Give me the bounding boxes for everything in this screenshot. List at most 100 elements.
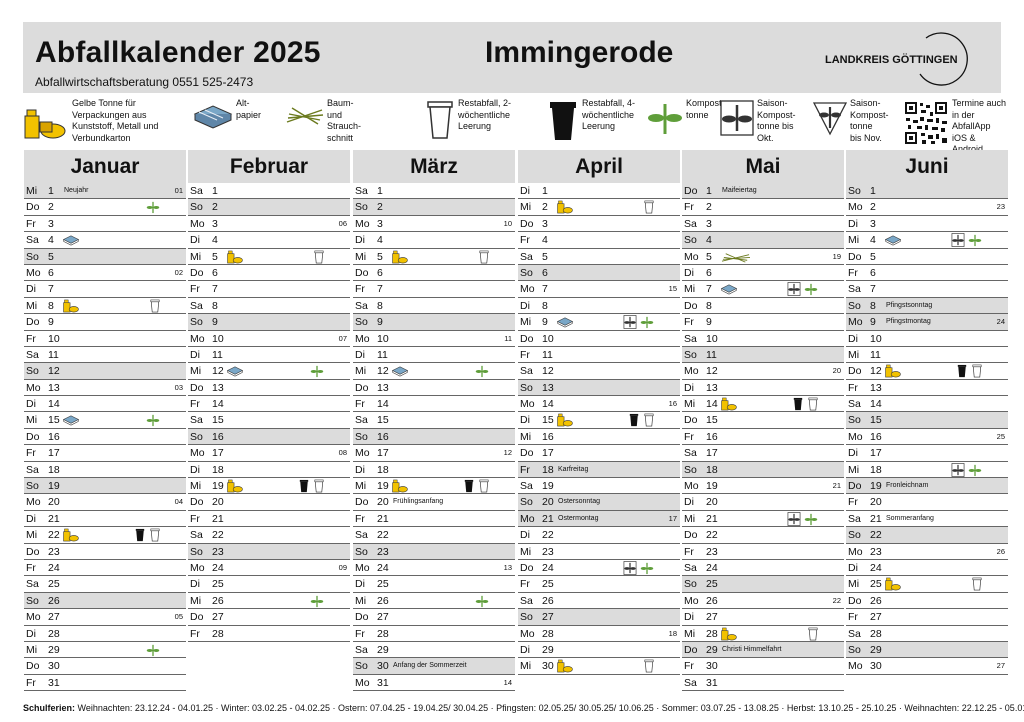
weekday: Mo (190, 447, 205, 460)
day-row: Mi 25 (846, 576, 1008, 593)
week-number: 24 (996, 317, 1005, 327)
day-number: 9 (542, 316, 548, 329)
weekday: Di (355, 348, 365, 361)
holiday-label: Pfingstmontag (886, 318, 931, 326)
weekday: Mi (684, 512, 696, 525)
day-number: 8 (542, 299, 548, 312)
day-number: 28 (212, 627, 224, 640)
page-title: Abfallkalender 2025 (35, 36, 321, 69)
rest-bin-2week-icon (425, 100, 455, 145)
day-number: 17 (706, 447, 718, 460)
legend-label: Gelbe Tonne für Verpackungen aus Kunstst… (72, 98, 159, 143)
month-column-januar: Januar Mi 1 01 Neujahr Do 2 Fr 3 Sa 4 So 5 Mo 6 02 Di 7 Mi… (24, 150, 186, 692)
weekday: Mo (355, 561, 370, 574)
day-number: 31 (48, 676, 60, 689)
weekday: So (355, 545, 368, 558)
day-row: Sa 26 (518, 593, 680, 610)
day-number: 21 (706, 512, 718, 525)
day-row: Do 27 (188, 609, 350, 626)
month-column-april: April Di 1 Mi 2 Do 3 Fr 4 Sa 5 So 6 Mo 7 15 Di 8 Mi 9 Do 10 Fr… (518, 150, 680, 675)
rest-bin-2week-icon (149, 528, 161, 542)
day-row: Do 20 (188, 494, 350, 511)
compost-icon (647, 100, 683, 141)
week-number: 25 (996, 431, 1005, 441)
day-row: Mi 9 (518, 314, 680, 331)
weekday: So (520, 496, 533, 509)
day-number: 30 (870, 660, 882, 673)
day-number: 4 (48, 234, 54, 247)
day-number: 4 (706, 234, 712, 247)
day-row: Sa 15 (188, 412, 350, 429)
day-number: 8 (212, 299, 218, 312)
day-row: Fr 14 (188, 396, 350, 413)
legend-item-papier: Alt-papier (193, 98, 266, 139)
day-number: 14 (870, 398, 882, 411)
day-number: 9 (377, 316, 383, 329)
weekday: Sa (848, 398, 861, 411)
day-row: Do 12 (846, 363, 1008, 380)
day-row: Sa 17 (682, 445, 844, 462)
day-row: Mi 11 (846, 347, 1008, 364)
weekday: So (848, 529, 861, 542)
day-number: 17 (48, 447, 60, 460)
day-row: Do 6 (188, 265, 350, 282)
weekday: Mo (848, 545, 863, 558)
day-number: 29 (542, 643, 554, 656)
weekday: Mo (190, 217, 205, 230)
day-number: 23 (542, 545, 554, 558)
day-number: 5 (377, 250, 383, 263)
day-number: 25 (870, 578, 882, 591)
paper-icon (720, 282, 738, 296)
holiday-label: Ostermontag (558, 514, 599, 522)
day-row: Do 22 (682, 527, 844, 544)
day-row: Mi 4 (846, 232, 1008, 249)
week-number: 13 (503, 562, 512, 572)
weekday: Mi (26, 299, 38, 312)
rest-bin-2week-icon (643, 659, 655, 673)
day-number: 14 (706, 398, 718, 411)
day-row: Di 11 (188, 347, 350, 364)
day-number: 13 (377, 381, 389, 394)
brush-icon (286, 100, 324, 135)
rest-bin-2week-icon (807, 627, 819, 641)
day-row: Mo 17 12 (353, 445, 515, 462)
day-row: Sa 29 (353, 642, 515, 659)
season-compost-nov-icon (812, 100, 848, 141)
week-number: 16 (668, 399, 677, 409)
day-row: So 2 (188, 199, 350, 216)
day-number: 29 (48, 643, 60, 656)
day-row: Sa 25 (24, 576, 186, 593)
day-number: 2 (212, 201, 218, 214)
day-number: 4 (377, 234, 383, 247)
day-number: 18 (377, 463, 389, 476)
day-number: 11 (706, 348, 717, 361)
rest-bin-4week-icon (298, 479, 310, 493)
day-number: 20 (542, 496, 554, 509)
day-number: 12 (542, 365, 554, 378)
day-row: Mi 12 (188, 363, 350, 380)
week-number: 03 (174, 382, 183, 392)
weekday: Mo (848, 430, 863, 443)
day-number: 7 (377, 283, 383, 296)
day-number: 22 (212, 529, 224, 542)
weekday: Sa (684, 217, 697, 230)
day-row: Sa 1 (353, 183, 515, 200)
legend-label: Baum- und Strauch-schnitt (327, 98, 362, 143)
day-number: 16 (48, 430, 60, 443)
yellow-bin-icon (556, 659, 574, 673)
weekday: Mo (190, 561, 205, 574)
weekday: Sa (684, 676, 697, 689)
day-number: 11 (377, 348, 388, 361)
weekday: Di (520, 643, 530, 656)
weekday: Sa (26, 463, 39, 476)
day-number: 6 (542, 266, 548, 279)
yellow-bin-icon (62, 528, 80, 542)
day-number: 12 (48, 365, 60, 378)
day-number: 13 (212, 381, 224, 394)
week-number: 27 (996, 661, 1005, 671)
weekday: Sa (520, 594, 533, 607)
weekday: So (848, 643, 861, 656)
day-number: 16 (377, 430, 389, 443)
weekday: So (520, 381, 533, 394)
compost-icon (804, 512, 818, 526)
